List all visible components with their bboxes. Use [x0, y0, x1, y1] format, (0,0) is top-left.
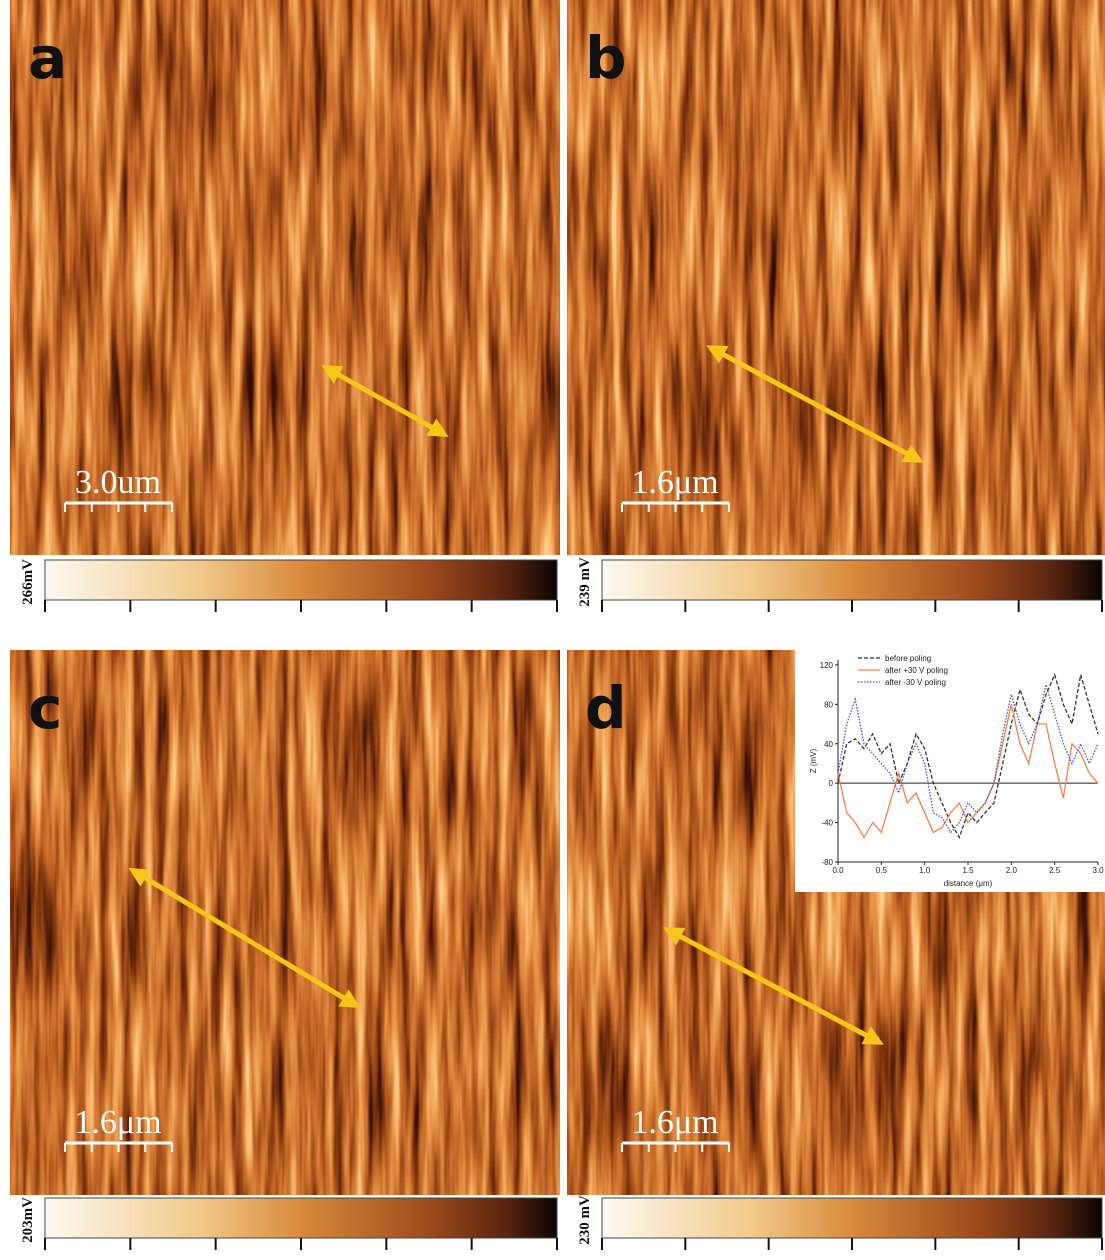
scale-bar-label: 3.0um — [75, 464, 161, 501]
panel-label: a — [28, 24, 67, 92]
scale-bar-label: 1.6μm — [74, 1104, 161, 1141]
legend-label: before poling — [885, 654, 931, 663]
scale-bar-label: 1.6μm — [631, 1104, 718, 1141]
colorbar — [602, 560, 1102, 600]
y-tick-label: 0 — [829, 779, 834, 788]
y-tick-label: 120 — [820, 661, 834, 670]
x-tick-label: 3.0 — [1092, 866, 1104, 875]
y-tick-label: 80 — [824, 700, 833, 709]
x-tick-label: 2.0 — [1006, 866, 1018, 875]
colorbar-label: 266mV — [20, 559, 36, 605]
y-tick-label: -40 — [821, 819, 833, 828]
colorbar — [45, 560, 557, 600]
panel-label: b — [585, 24, 627, 92]
legend-label: after +30 V poling — [885, 666, 948, 675]
x-tick-label: 1.5 — [962, 866, 974, 875]
colorbar-label: 239 mV — [577, 557, 593, 607]
panel-label: c — [28, 674, 62, 742]
y-tick-label: 40 — [824, 740, 833, 749]
colorbar-label: 230 mV — [577, 1195, 593, 1245]
legend-label: after -30 V poling — [885, 678, 946, 687]
x-tick-label: 2.5 — [1049, 866, 1061, 875]
x-tick-label: 1.0 — [919, 866, 931, 875]
colorbar-label: 203mV — [20, 1197, 36, 1243]
colorbar — [602, 1198, 1102, 1238]
panel-label: d — [585, 674, 627, 742]
x-axis-label: distance (μm) — [944, 879, 993, 888]
y-axis-label: Z (mV) — [809, 748, 818, 773]
x-tick-label: 0.5 — [876, 866, 888, 875]
scale-bar-label: 1.6μm — [631, 464, 718, 501]
figure: a 3.0um 266mV b 1.6μm 239 mV c 1.6μm 203mV d 1.6μm… — [0, 0, 1105, 1260]
colorbar — [45, 1198, 557, 1238]
x-tick-label: 0.0 — [832, 866, 844, 875]
